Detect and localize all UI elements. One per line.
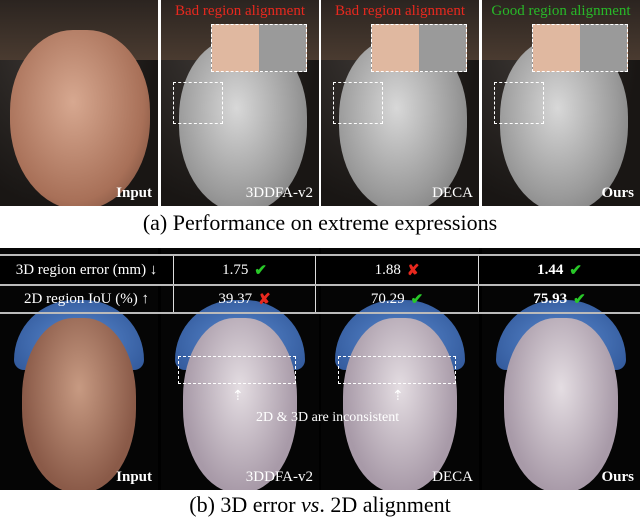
cell-value: 1.75 [222, 261, 249, 278]
table-cell: 1.75 ✔ [173, 256, 315, 284]
cell-value: 70.29 [370, 290, 405, 307]
table-cell: 75.93 ✔ [478, 286, 640, 312]
table-row: 2D region IoU (%) ↑ 39.37 ✘ 70.29 ✔ 75.93 ✔ [0, 284, 640, 312]
deca-result: Bad region alignment DECA [321, 0, 479, 206]
inconsistency-annotation: 2D & 3D are inconsistent [256, 410, 400, 425]
table-row: 3D region error (mm) ↓ 1.75 ✔ 1.88 ✘ 1.44 ✔ [0, 256, 640, 284]
check-icon: ✔ [410, 291, 424, 308]
row-label: 3D region error (mm) ↓ [15, 261, 158, 278]
panel-label: Input [116, 185, 152, 201]
panel-label: DECA [432, 469, 473, 485]
panel-label: Ours [601, 185, 634, 201]
cell-value: 75.93 [533, 290, 568, 307]
figure-b: Input 3DDFA-v2 DECA Ours ⇡ ⇡ 2D & 3D are… [0, 248, 640, 490]
row-label: 2D region IoU (%) ↑ [24, 290, 149, 307]
eye-region-box [333, 82, 383, 124]
alignment-label: Good region alignment [491, 3, 631, 19]
table-cell: 39.37 ✘ [173, 286, 315, 312]
eye-region-box [178, 356, 296, 384]
ours-result-b: Ours [482, 248, 640, 490]
caption-a: (a) Performance on extreme expressions [142, 210, 498, 235]
table-cell: 1.44 ✔ [478, 256, 640, 284]
panel-label: Input [116, 469, 152, 485]
arrow-up-icon: ⇡ [232, 389, 244, 404]
face-mesh [504, 318, 618, 490]
face-photo [10, 30, 150, 206]
cell-value: 1.88 [374, 261, 401, 278]
zoom-inset [211, 24, 307, 72]
zoom-inset [371, 24, 467, 72]
caption-b: (b) 3D error vs. 2D alignment [0, 492, 640, 518]
zoom-inset [532, 24, 628, 72]
3ddfa-result-b: 3DDFA-v2 [161, 248, 319, 490]
deca-result-b: DECA [321, 248, 479, 490]
cross-icon: ✘ [406, 262, 420, 279]
eye-region-box [494, 82, 544, 124]
eye-region-box [173, 82, 223, 124]
face-photo [22, 318, 136, 490]
ours-result: Good region alignment Ours [482, 0, 640, 206]
alignment-label: Bad region alignment [335, 3, 465, 19]
3ddfa-result: Bad region alignment 3DDFA-v2 [161, 0, 319, 206]
panel-label: 3DDFA-v2 [245, 469, 313, 485]
panel-label: DECA [432, 185, 473, 201]
eye-region-box [338, 356, 456, 384]
caption-b-vs: vs [301, 492, 320, 517]
table-cell: 70.29 ✔ [315, 286, 478, 312]
caption-b-suffix: . 2D alignment [319, 492, 451, 517]
metrics-table: 3D region error (mm) ↓ 1.75 ✔ 1.88 ✘ 1.44 ✔… [0, 254, 640, 314]
input-photo-neutral: Input [0, 248, 158, 490]
check-icon: ✔ [569, 262, 582, 279]
cell-value: 39.37 [218, 290, 253, 307]
cross-icon: ✘ [258, 291, 271, 308]
face-mesh [343, 318, 457, 490]
cell-value: 1.44 [537, 261, 564, 278]
face-mesh [183, 318, 297, 490]
table-cell: 1.88 ✘ [315, 256, 478, 284]
check-icon: ✔ [254, 262, 267, 279]
panel-label: Ours [601, 469, 634, 485]
check-icon: ✔ [573, 291, 586, 308]
arrow-up-icon: ⇡ [392, 389, 404, 404]
panel-label: 3DDFA-v2 [245, 185, 313, 201]
alignment-label: Bad region alignment [175, 3, 305, 19]
input-photo-extreme: Input [0, 0, 158, 206]
caption-b-prefix: (b) 3D error [189, 492, 302, 517]
